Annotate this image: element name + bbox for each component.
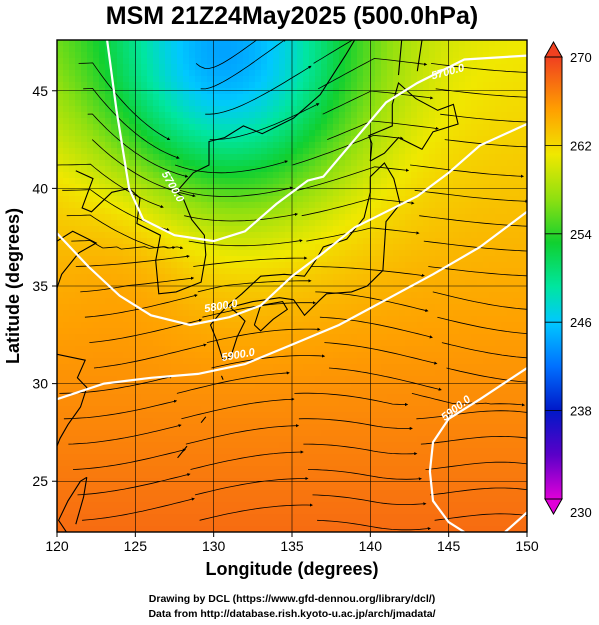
colorbar-gradient xyxy=(544,56,563,500)
chart-title: MSM 21Z24May2025 (500.0hPa) xyxy=(106,2,478,30)
y-tick-label-35: 35 xyxy=(32,278,48,294)
x-tick-label-145: 145 xyxy=(437,538,461,554)
x-axis-label: Longitude (degrees) xyxy=(205,559,378,579)
x-tick-label-125: 125 xyxy=(124,538,148,554)
x-tick-label-130: 130 xyxy=(202,538,226,554)
credit-data: Data from http://database.rish.kyoto-u.a… xyxy=(148,608,435,620)
contour-label-3: 5900.0 xyxy=(221,346,257,364)
credit-drawing: Drawing by DCL (https://www.gfd-dennou.o… xyxy=(149,593,435,605)
y-tick-label-45: 45 xyxy=(32,83,48,99)
contour-line-5900.0-3 xyxy=(428,367,527,532)
colorbar-label-238: 238 xyxy=(570,404,592,419)
y-axis-label: Latitude (degrees) xyxy=(3,208,23,364)
wind-streamlines xyxy=(57,40,527,531)
x-tick-label-150: 150 xyxy=(515,538,539,554)
coastlines xyxy=(57,40,459,532)
y-tick-label-25: 25 xyxy=(32,473,48,489)
x-axis-ticks: 120 125 130 135 140 145 150 xyxy=(45,532,539,554)
x-tick-label-135: 135 xyxy=(280,538,304,554)
y-tick-label-30: 30 xyxy=(32,376,48,392)
contour-line-extra-4 xyxy=(504,511,527,532)
colorbar-ticks: 270 262 254 246 238 230 xyxy=(545,50,592,520)
colorbar-label-230: 230 xyxy=(570,505,592,520)
x-tick-label-120: 120 xyxy=(45,538,69,554)
colorbar-max-triangle xyxy=(544,40,563,58)
contour-line-5800.0-1 xyxy=(57,122,527,327)
colorbar-label-254: 254 xyxy=(570,227,592,242)
y-tick-label-40: 40 xyxy=(32,180,48,196)
colorbar-label-246: 246 xyxy=(570,315,592,330)
colorbar-label-262: 262 xyxy=(570,138,592,153)
y-axis-ticks: 25 30 35 40 45 xyxy=(32,83,57,489)
colorbar: 270 262 254 246 238 230 xyxy=(544,40,592,520)
contour-line-5700.0-0 xyxy=(106,40,527,243)
x-tick-label-140: 140 xyxy=(359,538,383,554)
temperature-field xyxy=(57,40,527,532)
contour-line-5900.0-2 xyxy=(57,210,527,401)
colorbar-min-triangle xyxy=(544,498,563,516)
contour-label-2: 5800.0 xyxy=(203,297,239,315)
colorbar-label-270: 270 xyxy=(570,50,592,65)
height-contours xyxy=(57,40,527,532)
grid-lines xyxy=(57,40,527,532)
